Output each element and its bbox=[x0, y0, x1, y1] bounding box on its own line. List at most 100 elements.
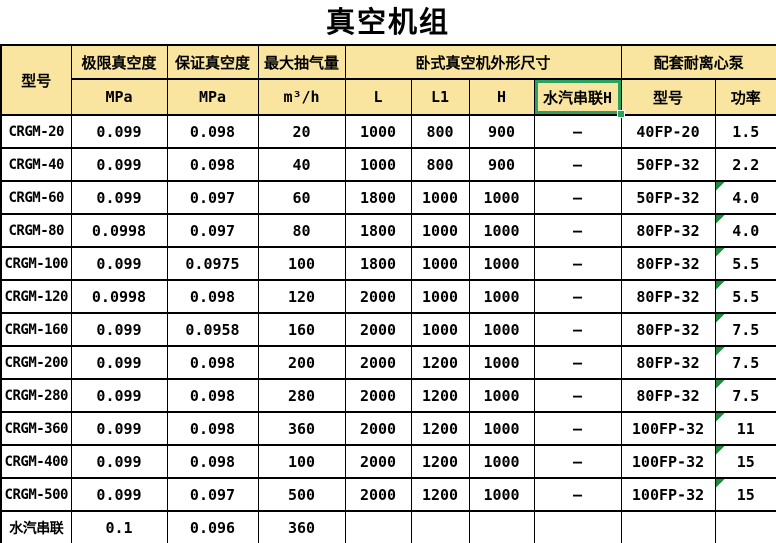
cell-dim-l[interactable]: 1800 bbox=[344, 180, 412, 215]
cell-pump-power[interactable]: 15 bbox=[714, 444, 776, 479]
cell-ultimate-vacuum[interactable]: 0.099 bbox=[70, 411, 168, 446]
cell-dim-l1[interactable]: 1000 bbox=[410, 180, 470, 215]
cell-guaranteed-vacuum[interactable]: 0.098 bbox=[166, 147, 259, 182]
header-pump-power[interactable]: 功率 bbox=[714, 78, 776, 116]
cell-pump-power[interactable]: 5.5 bbox=[714, 246, 776, 281]
cell-max-capacity[interactable]: 40 bbox=[257, 147, 346, 182]
cell-model[interactable]: CRGM-200 bbox=[0, 345, 72, 380]
cell-pump-model[interactable]: 80FP-32 bbox=[620, 213, 716, 248]
cell-model[interactable]: CRGM-120 bbox=[0, 279, 72, 314]
cell-model[interactable]: CRGM-400 bbox=[0, 444, 72, 479]
cell-dim-h[interactable]: 900 bbox=[468, 147, 535, 182]
cell-ultimate-vacuum[interactable]: 0.0998 bbox=[70, 213, 168, 248]
header-ultimate-unit[interactable]: MPa bbox=[70, 78, 168, 116]
cell-guaranteed-vacuum[interactable]: 0.098 bbox=[166, 114, 259, 149]
cell-dim-l1[interactable]: 1000 bbox=[410, 312, 470, 347]
cell-pump-power[interactable]: 1.5 bbox=[714, 114, 776, 149]
cell-series-h[interactable]: – bbox=[533, 312, 622, 347]
cell-pump-model[interactable]: 50FP-32 bbox=[620, 147, 716, 182]
cell-model[interactable]: CRGM-500 bbox=[0, 477, 72, 512]
cell-series-h[interactable]: – bbox=[533, 444, 622, 479]
header-dim-H[interactable]: H bbox=[468, 78, 535, 116]
cell-model[interactable]: CRGM-60 bbox=[0, 180, 72, 215]
cell-dim-l1[interactable]: 1200 bbox=[410, 378, 470, 413]
cell-guaranteed-vacuum[interactable]: 0.097 bbox=[166, 477, 259, 512]
cell-guaranteed-vacuum[interactable]: 0.097 bbox=[166, 180, 259, 215]
cell-pump-power[interactable]: 7.5 bbox=[714, 312, 776, 347]
cell-dim-l[interactable]: 2000 bbox=[344, 444, 412, 479]
cell-max-capacity[interactable]: 100 bbox=[257, 444, 346, 479]
cell-dim-l1[interactable]: 1000 bbox=[410, 279, 470, 314]
header-pump-group[interactable]: 配套耐离心泵 bbox=[620, 44, 776, 80]
header-ultimate-vacuum[interactable]: 极限真空度 bbox=[70, 44, 168, 80]
cell-dim-l[interactable]: 1000 bbox=[344, 114, 412, 149]
cell-pump-model[interactable]: 80FP-32 bbox=[620, 345, 716, 380]
header-guaranteed-unit[interactable]: MPa bbox=[166, 78, 259, 116]
header-max-capacity[interactable]: 最大抽气量 bbox=[257, 44, 346, 80]
cell-pump-model[interactable]: 80FP-32 bbox=[620, 378, 716, 413]
cell-model[interactable]: 水汽串联 bbox=[0, 510, 72, 543]
cell-max-capacity[interactable]: 60 bbox=[257, 180, 346, 215]
cell-model[interactable]: CRGM-160 bbox=[0, 312, 72, 347]
cell-dim-l1[interactable]: 1200 bbox=[410, 345, 470, 380]
cell-series-h[interactable]: – bbox=[533, 147, 622, 182]
cell-ultimate-vacuum[interactable]: 0.099 bbox=[70, 114, 168, 149]
cell-max-capacity[interactable]: 20 bbox=[257, 114, 346, 149]
selected-cell-series-h[interactable]: 水汽串联H bbox=[533, 78, 625, 118]
cell-dim-h[interactable]: 1000 bbox=[468, 213, 535, 248]
cell-ultimate-vacuum[interactable]: 0.099 bbox=[70, 246, 168, 281]
cell-series-h[interactable]: – bbox=[533, 180, 622, 215]
cell-guaranteed-vacuum[interactable]: 0.096 bbox=[166, 510, 259, 543]
cell-dim-l[interactable]: 2000 bbox=[344, 312, 412, 347]
cell-pump-model[interactable] bbox=[620, 510, 716, 543]
cell-guaranteed-vacuum[interactable]: 0.0958 bbox=[166, 312, 259, 347]
cell-ultimate-vacuum[interactable]: 0.099 bbox=[70, 312, 168, 347]
cell-dim-l1[interactable]: 1200 bbox=[410, 411, 470, 446]
cell-dim-l1[interactable]: 1200 bbox=[410, 444, 470, 479]
cell-max-capacity[interactable]: 160 bbox=[257, 312, 346, 347]
cell-pump-model[interactable]: 80FP-32 bbox=[620, 279, 716, 314]
cell-pump-power[interactable]: 7.5 bbox=[714, 378, 776, 413]
cell-guaranteed-vacuum[interactable]: 0.0975 bbox=[166, 246, 259, 281]
cell-pump-power[interactable]: 7.5 bbox=[714, 345, 776, 380]
cell-dim-l1[interactable]: 1000 bbox=[410, 246, 470, 281]
cell-dim-h[interactable]: 1000 bbox=[468, 345, 535, 380]
cell-max-capacity[interactable]: 120 bbox=[257, 279, 346, 314]
header-dim-L[interactable]: L bbox=[344, 78, 412, 116]
cell-dim-l[interactable]: 2000 bbox=[344, 345, 412, 380]
cell-dim-l1[interactable]: 1200 bbox=[410, 477, 470, 512]
cell-ultimate-vacuum[interactable]: 0.099 bbox=[70, 345, 168, 380]
cell-pump-model[interactable]: 100FP-32 bbox=[620, 477, 716, 512]
cell-guaranteed-vacuum[interactable]: 0.098 bbox=[166, 279, 259, 314]
cell-pump-model[interactable]: 100FP-32 bbox=[620, 444, 716, 479]
cell-series-h[interactable]: – bbox=[533, 411, 622, 446]
cell-dim-h[interactable]: 1000 bbox=[468, 246, 535, 281]
header-pump-model[interactable]: 型号 bbox=[620, 78, 716, 116]
cell-pump-model[interactable]: 40FP-20 bbox=[620, 114, 716, 149]
cell-dim-l1[interactable]: 1000 bbox=[410, 213, 470, 248]
cell-max-capacity[interactable]: 360 bbox=[257, 411, 346, 446]
cell-dim-h[interactable] bbox=[468, 510, 535, 543]
cell-dim-l1[interactable]: 800 bbox=[410, 114, 470, 149]
cell-dim-l1[interactable]: 800 bbox=[410, 147, 470, 182]
cell-series-h[interactable]: – bbox=[533, 114, 622, 149]
cell-series-h[interactable]: – bbox=[533, 345, 622, 380]
cell-series-h[interactable]: – bbox=[533, 477, 622, 512]
cell-dim-h[interactable]: 1000 bbox=[468, 411, 535, 446]
cell-model[interactable]: CRGM-20 bbox=[0, 114, 72, 149]
fill-handle[interactable] bbox=[616, 110, 625, 118]
cell-model[interactable]: CRGM-100 bbox=[0, 246, 72, 281]
cell-max-capacity[interactable]: 360 bbox=[257, 510, 346, 543]
cell-pump-model[interactable]: 80FP-32 bbox=[620, 246, 716, 281]
cell-pump-model[interactable]: 50FP-32 bbox=[620, 180, 716, 215]
cell-dim-h[interactable]: 1000 bbox=[468, 378, 535, 413]
cell-dim-h[interactable]: 1000 bbox=[468, 444, 535, 479]
cell-dim-l[interactable]: 1800 bbox=[344, 246, 412, 281]
cell-dim-l[interactable]: 2000 bbox=[344, 477, 412, 512]
cell-series-h[interactable]: – bbox=[533, 378, 622, 413]
cell-dim-l[interactable]: 1800 bbox=[344, 213, 412, 248]
header-model[interactable]: 型号 bbox=[0, 44, 72, 116]
cell-ultimate-vacuum[interactable]: 0.099 bbox=[70, 477, 168, 512]
cell-dim-h[interactable]: 1000 bbox=[468, 180, 535, 215]
cell-pump-power[interactable]: 2.2 bbox=[714, 147, 776, 182]
